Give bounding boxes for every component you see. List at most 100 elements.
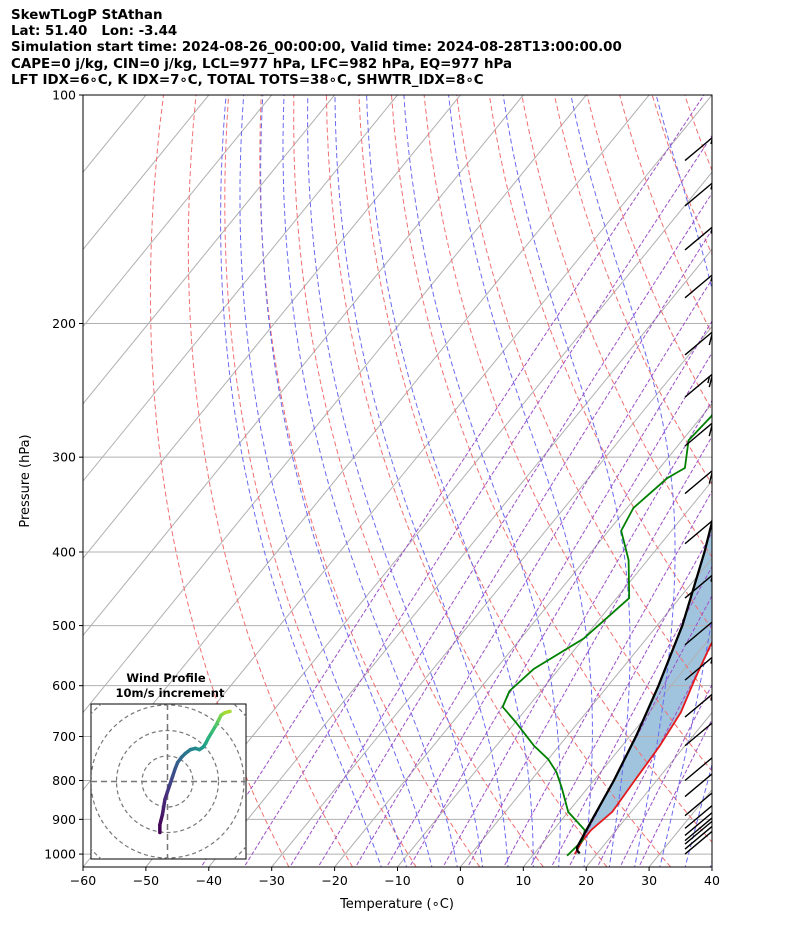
mixing-ratio-line [317,228,712,867]
dry-adiabat [717,95,794,867]
dry-adiabat [488,95,712,630]
isotherm [271,325,712,867]
moist-adiabat [570,95,676,867]
isotherm [83,95,461,559]
mixing-ratio-line [503,490,712,867]
y-tick-label: 300 [52,450,76,465]
wind-barb [684,693,712,718]
isotherm [334,403,712,867]
moist-adiabat [366,95,534,867]
mixing-ratio-line [619,683,712,867]
chart-title: SkewTLogP StAthan [11,8,163,23]
dry-adiabat [149,95,290,867]
moist-adiabat [260,95,433,867]
dry-adiabat [293,95,544,867]
hodograph-ring [115,729,220,834]
wind-barb [684,469,712,495]
dry-adiabat [456,95,712,701]
wind-barb [684,182,712,207]
moist-adiabat [239,95,408,867]
x-tick-label: −60 [70,873,96,888]
isotherm [83,95,524,637]
dry-adiabat [553,95,712,486]
moist-adiabat [220,95,382,867]
wind-barb [684,817,712,842]
x-tick-label: 20 [578,873,594,888]
dry-adiabat [684,95,712,172]
isotherm [145,171,712,867]
hodograph-segment [223,709,232,715]
temperature-profile [573,640,712,855]
y-tick-label: 500 [52,618,76,633]
mixing-ratio-line [467,435,712,867]
dry-adiabat [783,95,794,867]
dry-adiabat [750,95,794,867]
dry-adiabat [358,95,671,867]
hodograph: Wind Profile 10m/s increment [90,671,247,860]
isotherm [711,866,712,867]
isotherm [397,480,712,867]
dry-adiabat [586,95,712,412]
mixing-ratio-line [355,278,712,867]
moist-adiabat [735,95,794,870]
dry-adiabat [651,95,712,256]
wind-barb [684,520,712,545]
wind-barb [684,373,712,398]
hodograph-subtitle: 10m/s increment [116,686,225,700]
y-tick-label: 800 [52,773,76,788]
wind-barb [684,274,712,299]
wind-barb [684,825,712,850]
isotherm [648,789,712,867]
mixing-ratio-line [638,718,712,867]
y-tick-label: 200 [52,316,76,331]
y-tick-label: 400 [52,545,76,560]
x-tick-label: −20 [321,873,347,888]
wind-barb [684,820,712,845]
isotherm [83,95,273,328]
indices-line: LFT IDX=6∘C, K IDX=7∘C, TOTAL TOTS=38∘C,… [11,72,484,88]
mixing-ratio-line [409,351,712,867]
moist-adiabat [448,95,593,867]
isotherm [585,711,712,867]
moist-adiabat [307,95,484,867]
isotherm [83,95,335,405]
x-axis-label: Temperature (∘C) [339,897,454,912]
isotherm [208,248,712,867]
location-line: Lat: 51.40 Lon: -3.44 [11,24,178,40]
isotherm [522,634,712,867]
y-tick-label: 900 [52,812,76,827]
isotherm [83,95,84,96]
params-line: CAPE=0 j/kg, CIN=0 j/kg, LCL=977 hPa, LF… [11,56,513,72]
y-axis-label: Pressure (hPa) [18,434,33,527]
dry-adiabat [521,95,712,558]
wind-barb [684,773,712,798]
x-tick-label: 30 [641,873,657,888]
moist-adiabat [403,95,561,867]
isotherm [83,95,398,482]
dewpoint-profile [501,413,712,857]
y-tick-label: 700 [52,729,76,744]
mixing-ratio-line [243,134,712,867]
y-tick-label: 100 [52,88,76,103]
times-line: Simulation start time: 2024-08-26_00:00:… [11,40,622,56]
cape-area [574,522,712,855]
dry-adiabat [423,95,712,772]
wind-barb [684,792,712,817]
mixing-ratio-line [529,531,712,867]
x-tick-label: −40 [196,873,222,888]
moist-adiabat [655,95,712,867]
moist-adiabat [502,95,631,867]
wind-barb [684,422,712,447]
wind-barb [684,811,712,836]
mixing-ratio-line [289,192,712,867]
wind-barb [684,136,712,162]
mixing-ratio-line [442,399,712,867]
mixing-ratio-line [386,320,712,867]
wind-barb [684,722,712,747]
x-tick-label: −30 [259,873,285,888]
mixing-ratio-line [550,565,712,867]
isotherm [83,95,210,251]
parcel-profile [575,517,712,855]
dry-adiabat [187,95,353,867]
